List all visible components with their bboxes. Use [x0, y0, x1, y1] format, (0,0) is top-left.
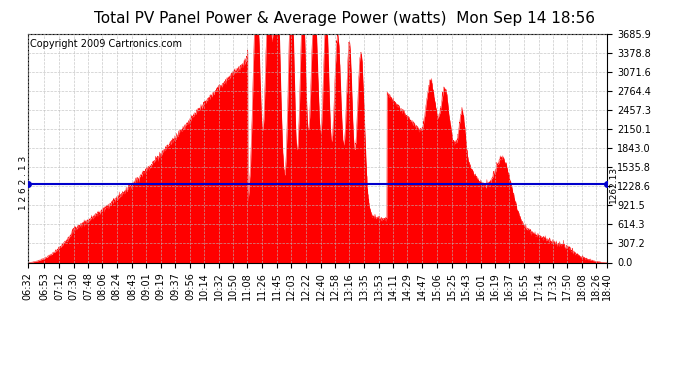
- Text: 1262.13: 1262.13: [609, 166, 618, 203]
- Text: Total PV Panel Power & Average Power (watts)  Mon Sep 14 18:56: Total PV Panel Power & Average Power (wa…: [95, 11, 595, 26]
- Text: Copyright 2009 Cartronics.com: Copyright 2009 Cartronics.com: [30, 39, 182, 50]
- Text: 1 2 6 2 . 1 3: 1 2 6 2 . 1 3: [19, 156, 28, 213]
